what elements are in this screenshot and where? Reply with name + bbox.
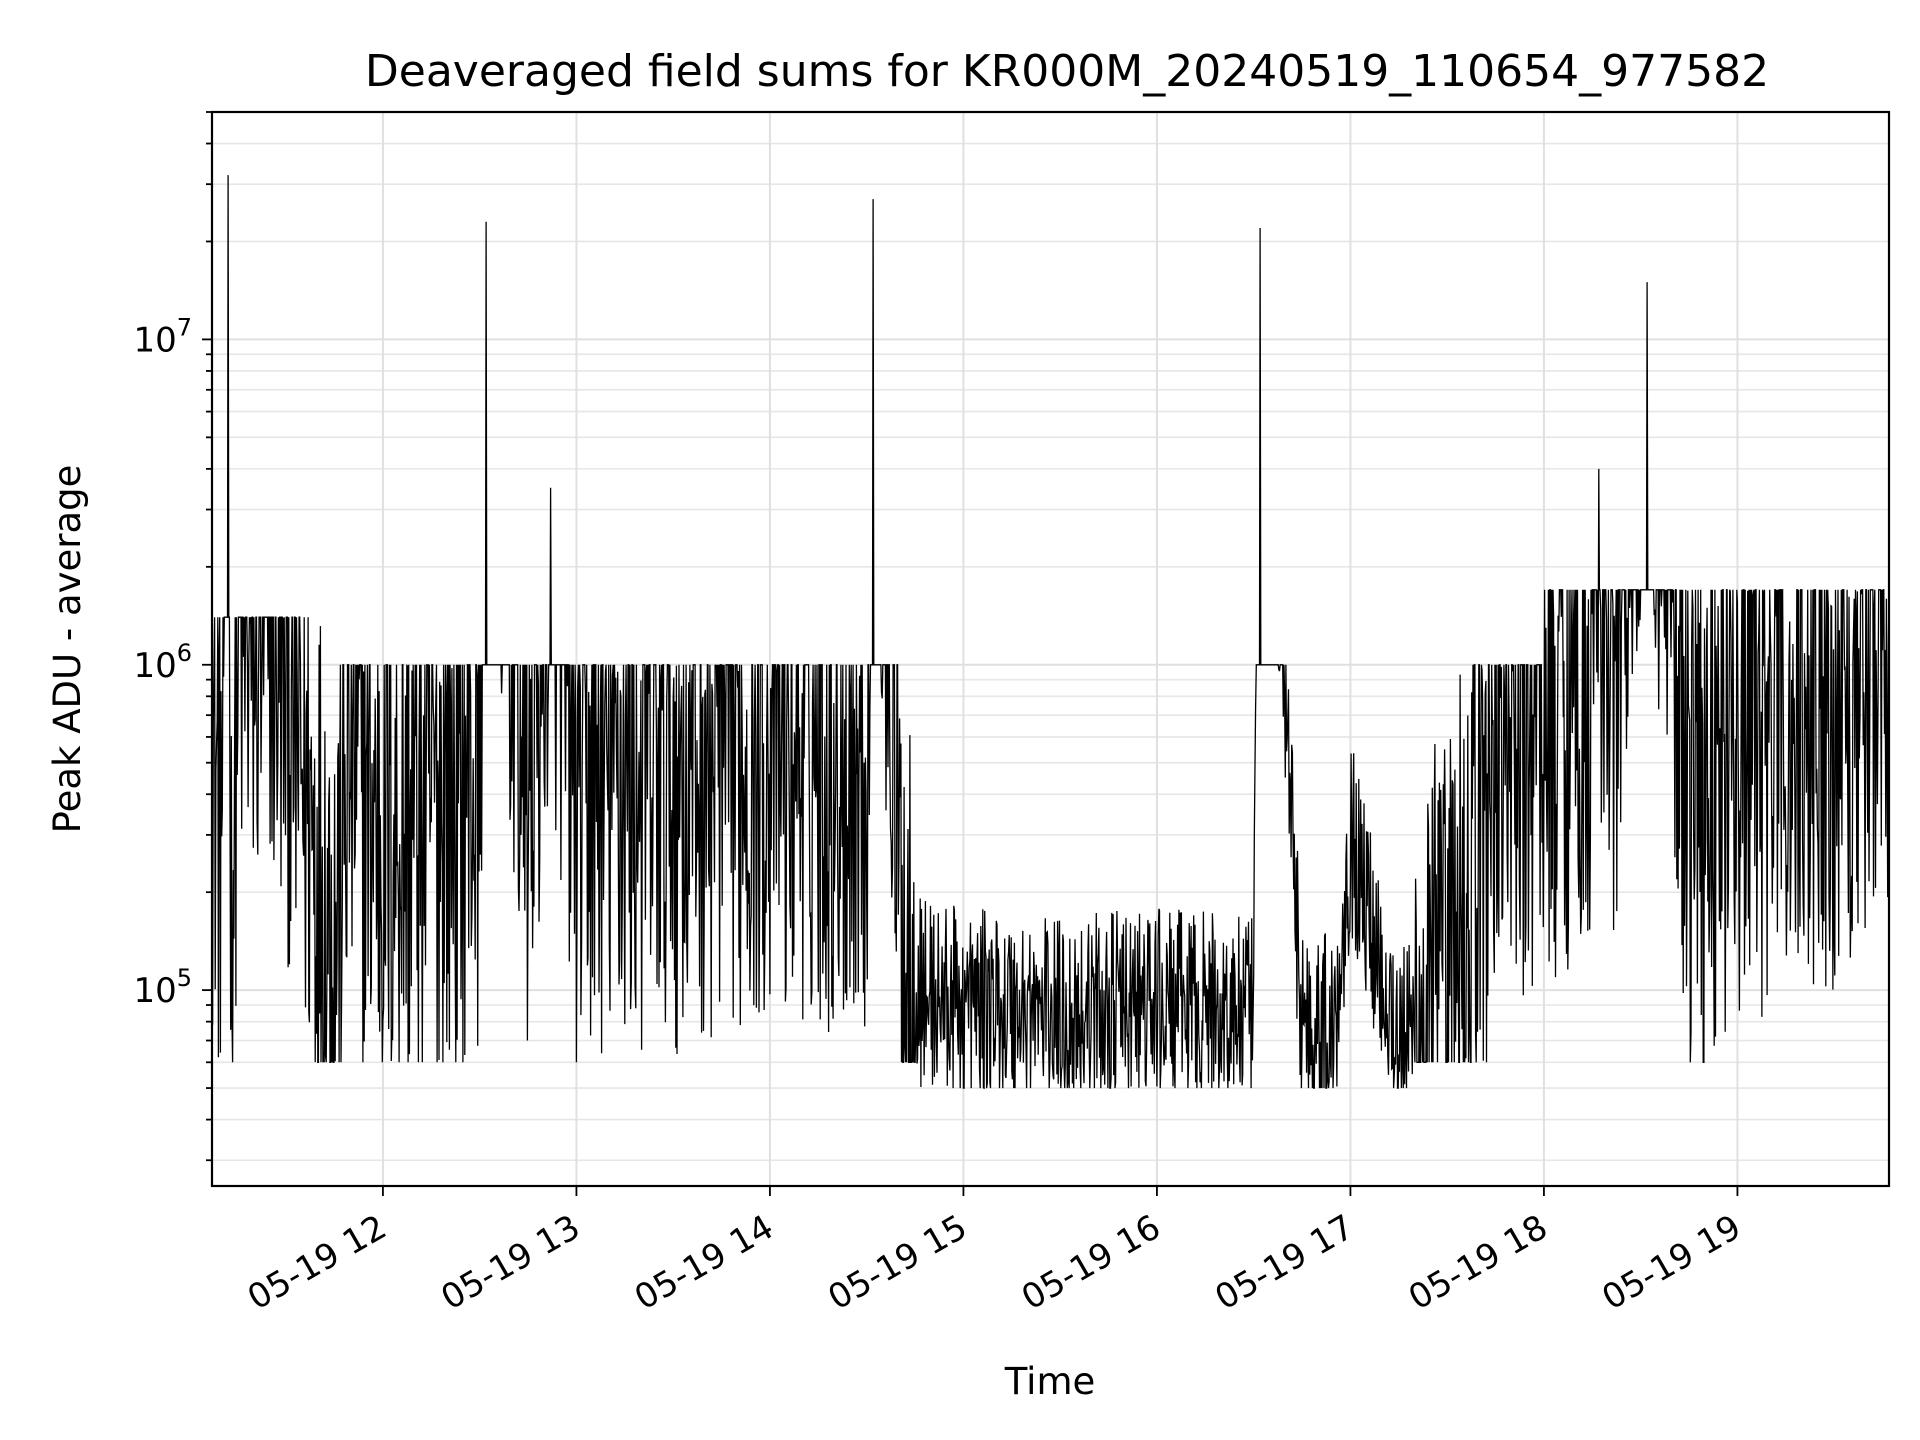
y-tick-label-exponent: 7	[177, 313, 192, 341]
y-tick-label: 105	[133, 964, 192, 1011]
x-tick-label: 05-19 19	[1596, 1207, 1748, 1318]
y-tick-label: 107	[133, 313, 192, 360]
y-tick-label-base: 10	[133, 320, 176, 360]
series-line	[211, 175, 1890, 1090]
x-tick-label: 05-19 18	[1402, 1207, 1554, 1318]
series-layer	[211, 175, 1890, 1090]
x-tick-label: 05-19 17	[1209, 1207, 1361, 1318]
x-tick-label: 05-19 13	[435, 1207, 587, 1318]
x-tick-label: 05-19 12	[241, 1207, 393, 1318]
x-tick-label: 05-19 15	[822, 1207, 974, 1318]
plot-area-frame	[210, 110, 1891, 1188]
x-tick-label: 05-19 14	[628, 1207, 780, 1318]
y-tick-label-exponent: 6	[177, 639, 192, 667]
y-tick-label-base: 10	[133, 646, 176, 686]
chart-title: Deaveraged field sums for KR000M_2024051…	[365, 46, 1769, 97]
y-tick-label-base: 10	[133, 971, 176, 1011]
x-axis-label: Time	[1004, 1360, 1096, 1403]
y-tick-label-exponent: 5	[177, 964, 192, 992]
y-tick-label: 106	[133, 639, 192, 686]
x-tick-label: 05-19 16	[1015, 1207, 1167, 1318]
y-axis-label: Peak ADU - average	[46, 465, 89, 834]
